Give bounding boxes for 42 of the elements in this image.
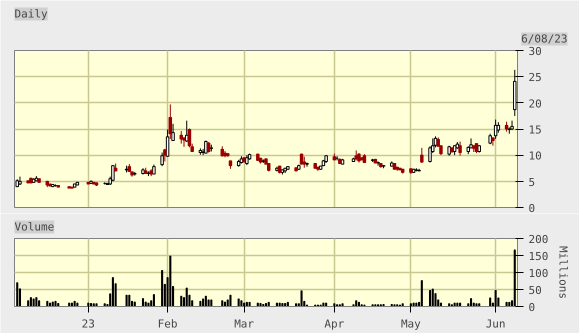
x-tick-label: Feb bbox=[158, 318, 178, 330]
y-tick-label: 5 bbox=[528, 176, 536, 189]
candlestick bbox=[458, 141, 462, 156]
x-tick-label: 23 bbox=[82, 318, 95, 330]
y-tick-label: 20 bbox=[528, 97, 542, 110]
candlestick bbox=[171, 123, 175, 142]
text: 6/08/23 bbox=[521, 32, 568, 46]
candlestick bbox=[420, 147, 424, 164]
x-tick-label: Mar bbox=[234, 318, 254, 330]
y-tick-label: 100 bbox=[528, 267, 548, 280]
y-tick-label: 25 bbox=[528, 71, 542, 84]
candlestick bbox=[160, 152, 164, 167]
candlestick bbox=[357, 152, 361, 163]
candlestick bbox=[504, 121, 508, 132]
y-tick-label: 15 bbox=[528, 124, 542, 136]
y-tick-label: 200 bbox=[528, 233, 548, 246]
candlestick bbox=[488, 133, 492, 145]
y-tick-label: 0 bbox=[528, 202, 536, 215]
y-tick-label: 30 bbox=[528, 45, 542, 58]
candlestick bbox=[111, 164, 115, 182]
candlestick bbox=[302, 156, 306, 168]
x-tick-label: May bbox=[400, 318, 422, 330]
y-axis-title: Millions bbox=[556, 246, 570, 299]
candlestick bbox=[496, 122, 500, 134]
candlestick bbox=[206, 142, 210, 154]
x-tick-label: Jun bbox=[486, 318, 506, 330]
chart-title: Volume bbox=[14, 220, 54, 234]
candlestick bbox=[204, 140, 208, 154]
candlestick bbox=[220, 146, 224, 158]
candlestick bbox=[166, 129, 170, 158]
candlestick bbox=[168, 104, 172, 140]
y-tick-label: 10 bbox=[528, 150, 542, 163]
y-tick-label: 50 bbox=[528, 284, 542, 297]
candlestick bbox=[510, 120, 514, 131]
y-tick-label: 0 bbox=[528, 301, 536, 314]
candlestick bbox=[180, 130, 183, 144]
chart-title: Daily bbox=[14, 8, 48, 20]
x-tick-label: Apr bbox=[324, 318, 345, 330]
candlestick bbox=[163, 148, 167, 162]
candlestick bbox=[474, 142, 478, 154]
y-tick-label: 150 bbox=[528, 250, 548, 263]
candlestick bbox=[188, 128, 192, 148]
